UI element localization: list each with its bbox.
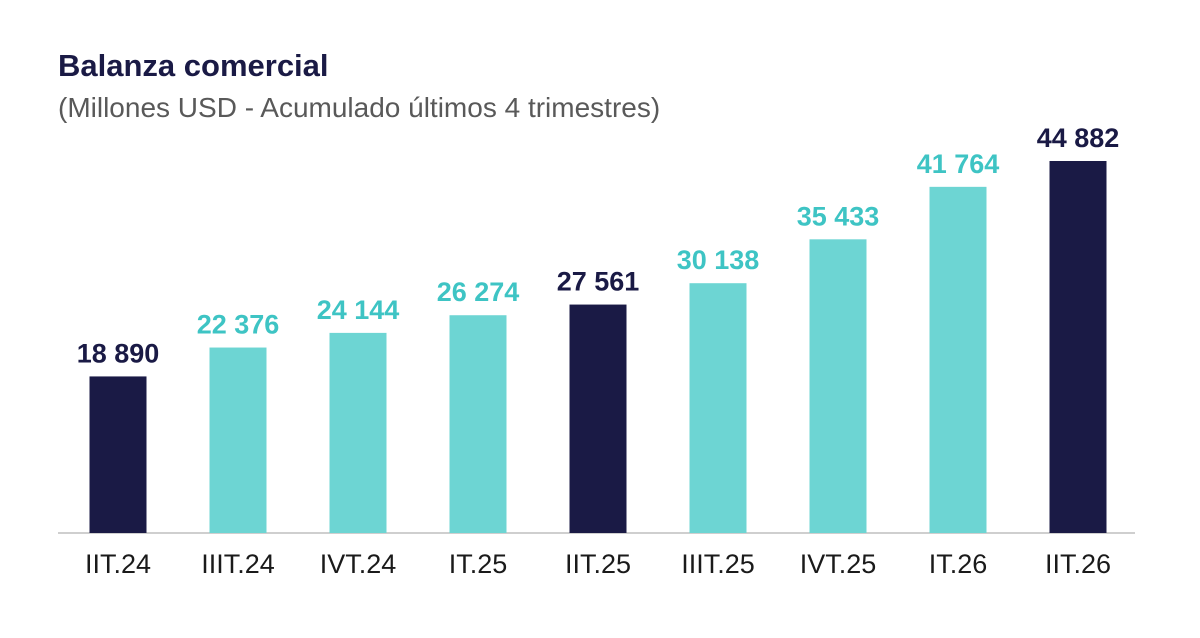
data-label-ivt-24: 24 144 (317, 295, 400, 325)
x-tick-label-it-26: IT.26 (929, 549, 988, 579)
x-tick-label-iiit-25: IIIT.25 (681, 549, 755, 579)
chart-title: Balanza comercial (58, 48, 329, 83)
data-label-iit-24: 18 890 (77, 338, 160, 368)
bar-iit-25 (569, 304, 627, 533)
data-label-it-26: 41 764 (917, 149, 1000, 179)
x-tick-label-iiit-24: IIIT.24 (201, 549, 275, 579)
x-tick-label-ivt-25: IVT.25 (800, 549, 877, 579)
bar-iiit-24 (209, 347, 267, 533)
bar-ivt-25 (809, 239, 867, 534)
bar-iiit-25 (689, 283, 747, 533)
bar-it-25 (449, 315, 507, 533)
data-label-iit-25: 27 561 (557, 267, 640, 297)
data-label-iiit-24: 22 376 (197, 310, 280, 340)
data-label-ivt-25: 35 433 (797, 201, 880, 231)
x-tick-label-it-25: IT.25 (449, 549, 508, 579)
x-tick-label-iit-26: IIT.26 (1045, 549, 1111, 579)
chart-subtitle: (Millones USD - Acumulado últimos 4 trim… (58, 92, 661, 123)
x-tick-label-ivt-24: IVT.24 (320, 549, 397, 579)
x-tick-label-iit-25: IIT.25 (565, 549, 631, 579)
bar-it-26 (929, 186, 987, 533)
x-tick-label-iit-24: IIT.24 (85, 549, 151, 579)
data-label-iit-26: 44 882 (1037, 123, 1120, 153)
bar-ivt-24 (329, 332, 387, 533)
data-label-it-25: 26 274 (437, 277, 520, 307)
data-label-iiit-25: 30 138 (677, 245, 760, 275)
bar-iit-26 (1049, 161, 1107, 533)
bar-iit-24 (89, 376, 147, 533)
